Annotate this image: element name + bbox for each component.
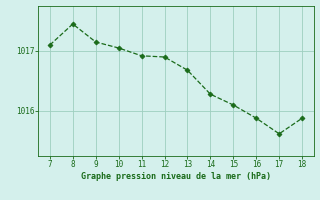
- X-axis label: Graphe pression niveau de la mer (hPa): Graphe pression niveau de la mer (hPa): [81, 172, 271, 181]
